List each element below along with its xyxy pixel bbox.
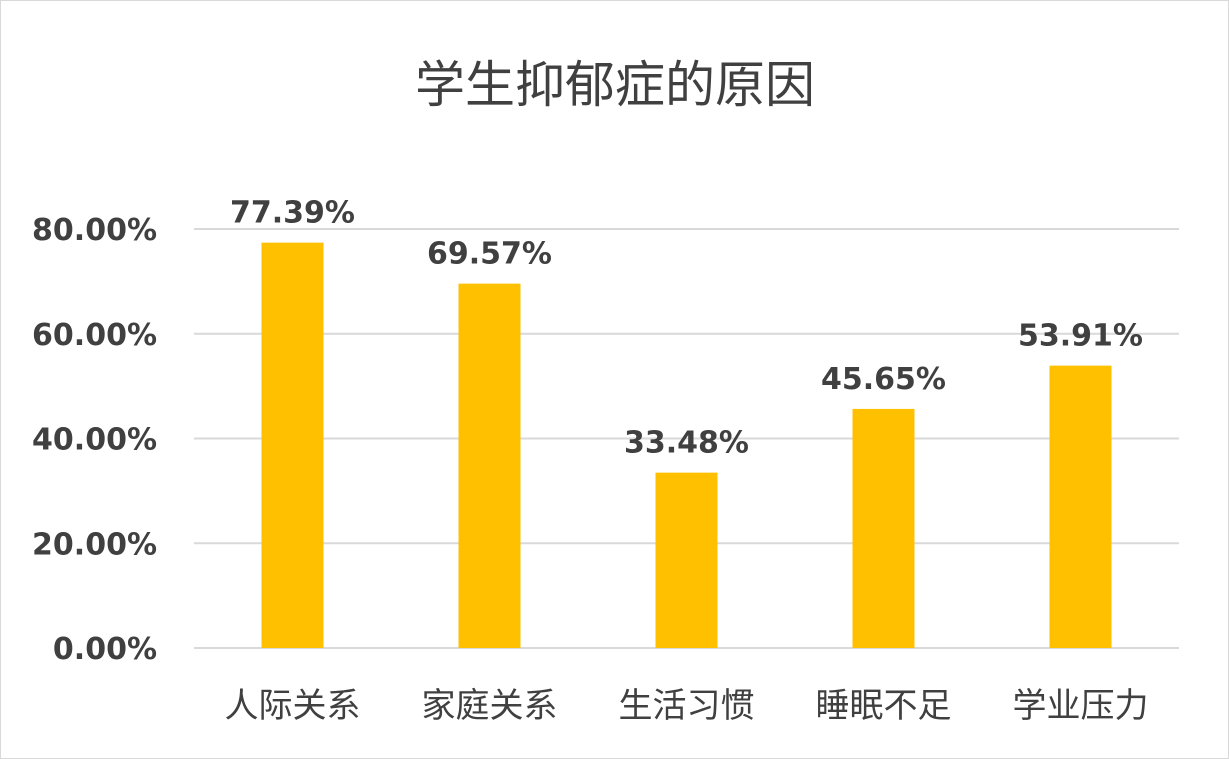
x-axis-tick-labels: 人际关系 家庭关系 生活习惯 睡眠不足 学业压力	[225, 686, 1149, 726]
y-tick-label: 60.00%	[32, 318, 157, 353]
data-label: 45.65%	[821, 362, 946, 397]
y-tick-label: 80.00%	[32, 213, 157, 248]
gridlines	[194, 228, 1179, 649]
bar	[655, 472, 718, 648]
y-tick-label: 20.00%	[32, 527, 157, 562]
bar	[261, 242, 324, 649]
x-tick-label: 人际关系	[225, 686, 361, 726]
x-tick-label: 家庭关系	[422, 686, 558, 726]
y-tick-label: 0.00%	[53, 632, 157, 667]
x-tick-label: 睡眠不足	[816, 686, 952, 726]
y-axis-tick-labels: 0.00% 20.00% 40.00% 60.00% 80.00%	[32, 213, 157, 667]
bar	[458, 283, 521, 648]
chart-title: 学生抑郁症的原因	[415, 56, 815, 114]
y-tick-label: 40.00%	[32, 423, 157, 458]
bar	[852, 408, 915, 648]
bar	[1049, 365, 1112, 648]
data-labels: 77.39% 69.57% 33.48% 45.65% 53.91%	[230, 196, 1143, 461]
data-label: 77.39%	[230, 196, 355, 231]
x-tick-label: 学业压力	[1013, 686, 1149, 726]
x-tick-label: 生活习惯	[619, 686, 755, 726]
data-label: 69.57%	[427, 237, 552, 272]
data-label: 53.91%	[1018, 319, 1143, 354]
data-label: 33.48%	[624, 426, 749, 461]
bars	[261, 242, 1112, 649]
